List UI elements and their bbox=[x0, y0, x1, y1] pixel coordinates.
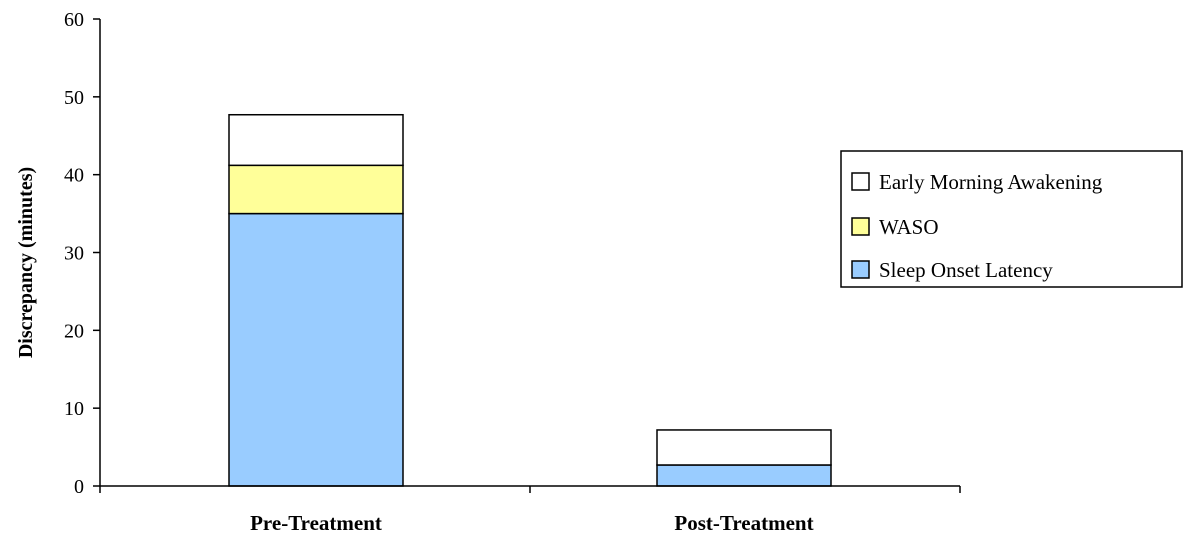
bar-segment-early-morning-awakening bbox=[656, 429, 832, 466]
bar-segment-waso bbox=[228, 164, 404, 215]
y-tick-label: 40 bbox=[64, 165, 84, 187]
x-category-label: Pre-Treatment bbox=[250, 511, 382, 535]
legend-label: WASO bbox=[879, 215, 939, 239]
legend-swatch bbox=[851, 217, 870, 236]
bar-segment-early-morning-awakening bbox=[228, 113, 404, 167]
y-tick-label: 0 bbox=[74, 476, 84, 498]
legend-swatch bbox=[851, 172, 870, 191]
bar-segment-sleep-onset-latency bbox=[656, 464, 832, 487]
bars-layer bbox=[228, 113, 832, 487]
y-axis-title: Discrepancy (minutes) bbox=[15, 167, 37, 358]
y-tick-label: 60 bbox=[64, 9, 84, 31]
y-tick-label: 50 bbox=[64, 87, 84, 109]
legend: Early Morning Awakening WASO Sleep Onset L… bbox=[840, 150, 1183, 288]
y-tick-label: 30 bbox=[64, 243, 84, 265]
legend-label: Sleep Onset Latency bbox=[879, 258, 1053, 282]
bar-segment-sleep-onset-latency bbox=[228, 212, 404, 487]
y-ticks: 0 10 20 30 40 50 60 bbox=[64, 9, 100, 498]
x-ticks: Pre-Treatment Post-Treatment bbox=[99, 486, 961, 535]
y-tick-label: 10 bbox=[64, 398, 84, 420]
y-tick-label: 20 bbox=[64, 320, 84, 342]
x-category-label: Post-Treatment bbox=[674, 511, 813, 535]
legend-box bbox=[840, 150, 1183, 288]
legend-swatch bbox=[851, 260, 870, 279]
legend-label: Early Morning Awakening bbox=[879, 170, 1103, 194]
legend-items: Early Morning Awakening WASO Sleep Onset L… bbox=[851, 170, 1103, 282]
